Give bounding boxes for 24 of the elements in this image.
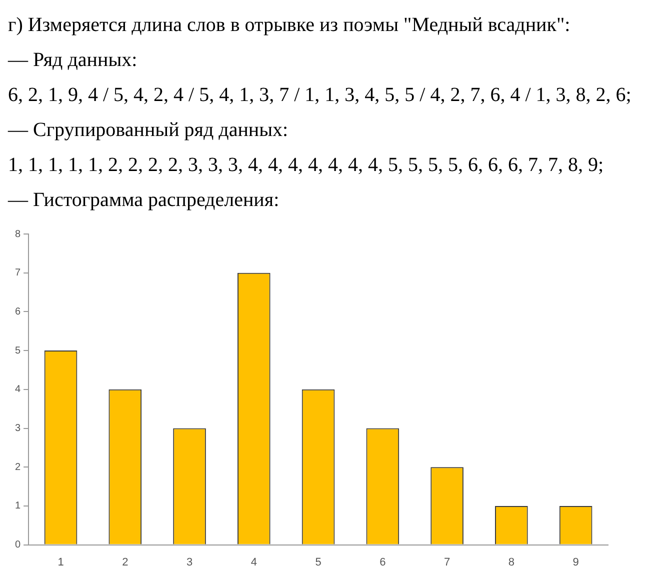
text: 1, 1, 1, 1, 1, 2, 2, 2, 2, 3, 3, 3, 4, 4, 4, 4, 4, 4, 4, 5, 5, 5, 5, 6, 6, 6, 7, 7, 8, 9; <box>8 153 605 178</box>
x-tick-label: 6 <box>380 556 386 568</box>
y-tick-label: 4 <box>15 384 21 396</box>
x-tick-label: 7 <box>444 556 450 568</box>
x-tick-label: 2 <box>122 556 128 568</box>
y-tick-label: 5 <box>15 345 21 356</box>
y-tick-label: 7 <box>15 268 21 279</box>
x-tick-label: 1 <box>58 556 64 568</box>
y-tick-label: 0 <box>15 540 21 551</box>
text: — Сгрупированный ряд данных: <box>8 118 290 143</box>
y-tick-label: 1 <box>15 500 21 512</box>
x-tick-label: 9 <box>572 556 579 568</box>
x-tick-label: 4 <box>250 556 257 568</box>
text: 6, 2, 1, 9, 4 / 5, 4, 2, 4 / 5, 4, 1, 3, 7 / 1, 1, 3, 4, 5, 5 / 4, 2, 7, 6, 4 / 1, 3, 8, 2, 6; <box>8 83 632 108</box>
x-tick-label: 8 <box>508 556 514 568</box>
y-tick-label: 6 <box>15 306 21 318</box>
x-tick-label: 3 <box>186 556 193 568</box>
x-tick-label: 5 <box>315 556 322 568</box>
text: — Гистограмма распределения: <box>8 188 280 213</box>
y-tick-label: 3 <box>15 423 21 434</box>
text: — Ряд данных: <box>8 48 138 73</box>
y-tick-label: 2 <box>15 462 21 473</box>
chart-title: г) Измеряется длина слов в отрывке из поэмы "Медный всадник": <box>8 13 572 38</box>
y-tick-label: 8 <box>15 228 21 240</box>
